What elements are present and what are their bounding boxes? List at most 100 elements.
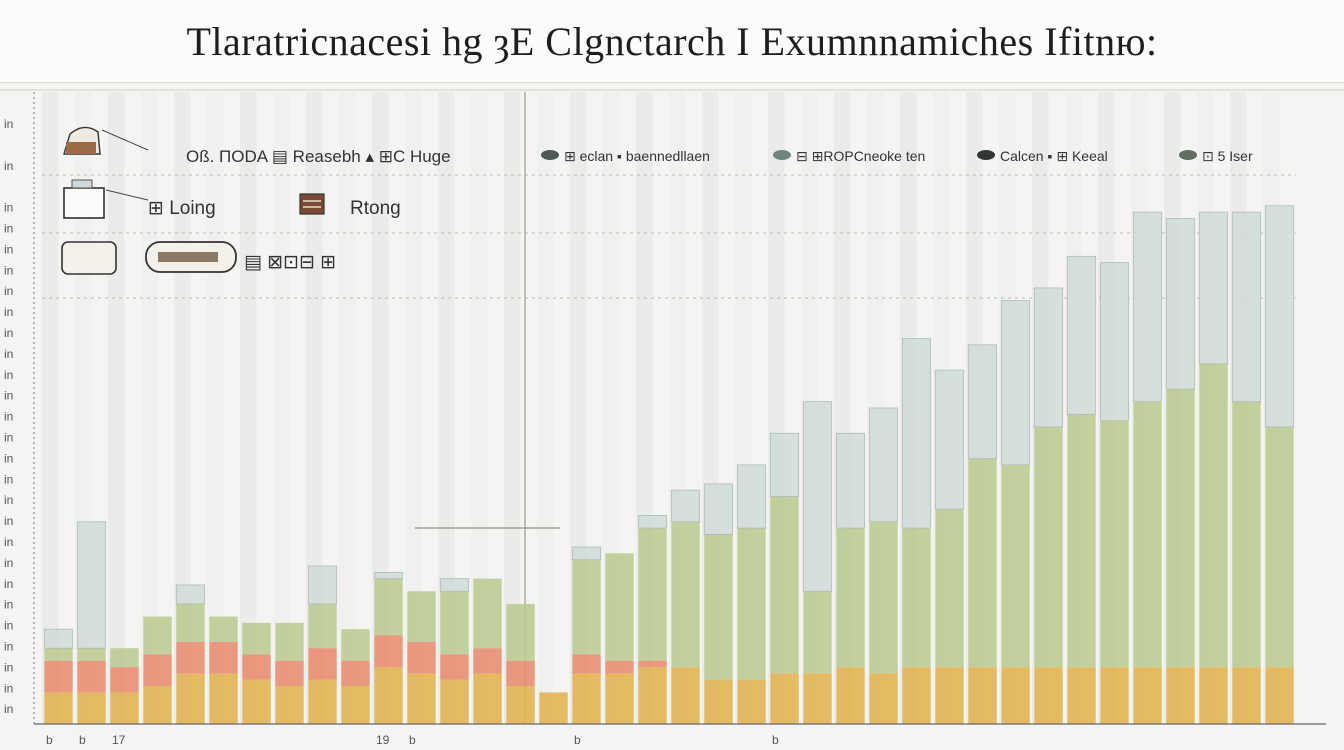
bar-segment <box>901 338 932 529</box>
bar-segment <box>572 673 601 724</box>
bar-segment <box>275 660 304 687</box>
bar-segment <box>242 654 271 680</box>
x-tick-label: b <box>574 733 581 747</box>
chart-title: Tlaratricnacesi hg ȝE Clgnctarch I Exumn… <box>186 19 1158 64</box>
bar-segment <box>704 534 733 680</box>
background-band <box>504 92 521 724</box>
y-tick-label: in <box>4 305 13 319</box>
bar-segment <box>44 648 73 661</box>
bar-segment <box>242 622 271 655</box>
bar-segment <box>176 603 205 642</box>
y-tick-label: in <box>4 117 13 131</box>
bar-segment <box>43 628 74 649</box>
bar-segment <box>703 483 734 535</box>
bar-segment <box>440 591 469 655</box>
y-tick-label: in <box>4 493 13 507</box>
bin-icon <box>61 241 117 275</box>
bar-segment <box>374 578 403 636</box>
bar-segment <box>902 667 931 724</box>
bar-segment <box>704 679 733 724</box>
y-tick-label: in <box>4 619 13 633</box>
y-tick-label: in <box>4 451 13 465</box>
bar-segment <box>143 654 172 687</box>
bar-segment <box>407 673 436 724</box>
legend-left-label: ▤ ⊠⊡⊟ ⊞ <box>244 252 336 273</box>
legend-left-label: ⊞ Loing <box>148 198 216 219</box>
y-tick-label: in <box>4 410 13 424</box>
monitor-icon-top <box>71 179 93 189</box>
x-tick-label: 19 <box>376 733 390 747</box>
y-tick-label: in <box>4 577 13 591</box>
bar-segment <box>1034 667 1063 724</box>
y-tick-label: in <box>4 368 13 382</box>
bar-segment <box>637 515 668 529</box>
bar-segment <box>737 528 766 680</box>
background-band <box>273 92 290 724</box>
bar-segment <box>440 679 469 724</box>
legend-left-label: Oß. ПОDA ▤ Reasebh ▴ ⊞C Huge <box>186 147 451 166</box>
bar-segment <box>1265 426 1294 668</box>
background-band <box>438 92 455 724</box>
bar-segment <box>77 660 106 693</box>
bar-segment <box>869 521 898 674</box>
bar-segment <box>572 654 601 674</box>
bar-segment <box>341 629 370 661</box>
background-band <box>42 92 59 724</box>
tick-labels: in in in in in in in in in in in in in in in in in in in in… <box>4 117 779 747</box>
y-tick-label: in <box>4 660 13 674</box>
background-band <box>537 92 554 724</box>
y-tick-label: in <box>4 389 13 403</box>
y-tick-label: in <box>4 535 13 549</box>
y-tick-label: in <box>4 556 13 570</box>
bar-segment <box>506 603 535 661</box>
bar-segment <box>671 521 700 668</box>
bar-segment <box>308 648 337 680</box>
bar-segment <box>175 584 206 605</box>
y-tick-label: in <box>4 201 13 215</box>
capsule-icon-inner <box>158 252 218 262</box>
box-icon-base <box>66 142 96 154</box>
bar-segment <box>110 648 139 668</box>
bar-segment <box>671 667 700 724</box>
bar-segment <box>869 673 898 724</box>
bar-segment <box>1000 300 1031 466</box>
bar-segment <box>934 369 965 510</box>
bar-segment <box>209 641 238 674</box>
bar-segment <box>44 692 73 724</box>
bar-segment <box>1231 211 1262 403</box>
bar-segment <box>868 407 899 523</box>
legend-swatch <box>773 150 791 160</box>
bar-segment <box>770 496 799 674</box>
legend-connector <box>105 189 149 201</box>
background-band <box>339 92 356 724</box>
bar-segment <box>836 667 865 724</box>
bar-segment <box>341 686 370 724</box>
bar-segment <box>506 660 535 687</box>
bar-segment <box>1199 667 1228 724</box>
y-tick-label: in <box>4 326 13 340</box>
bar-segment <box>638 528 667 661</box>
bar-segment <box>572 559 601 655</box>
bar-segment <box>902 528 931 668</box>
bar-segment <box>439 578 470 592</box>
bar-segment <box>308 679 337 724</box>
bar-segment <box>1165 217 1196 390</box>
bar-segment <box>407 591 436 642</box>
legend-right: ⊞ eclan ▪ baennedllaen ⊟ ⊞ROPCneoke ten Ca… <box>541 148 1253 164</box>
bar-segment <box>1265 667 1294 724</box>
background-band <box>405 92 422 724</box>
bar-segment <box>1067 667 1096 724</box>
bar-segment <box>803 673 832 724</box>
bar-segment <box>638 667 667 724</box>
bar-segment <box>1034 426 1063 668</box>
bar-segment <box>473 673 502 724</box>
y-tick-label: in <box>4 242 13 256</box>
y-tick-label: in <box>4 472 13 486</box>
bar-segment <box>571 546 602 561</box>
bar-segment <box>242 679 271 724</box>
bar-segment <box>209 673 238 724</box>
bar-segment <box>802 401 833 592</box>
legend-right-label: Calcen ▪ ⊞ Keeal <box>1000 148 1108 164</box>
x-tick-label: b <box>46 733 53 747</box>
